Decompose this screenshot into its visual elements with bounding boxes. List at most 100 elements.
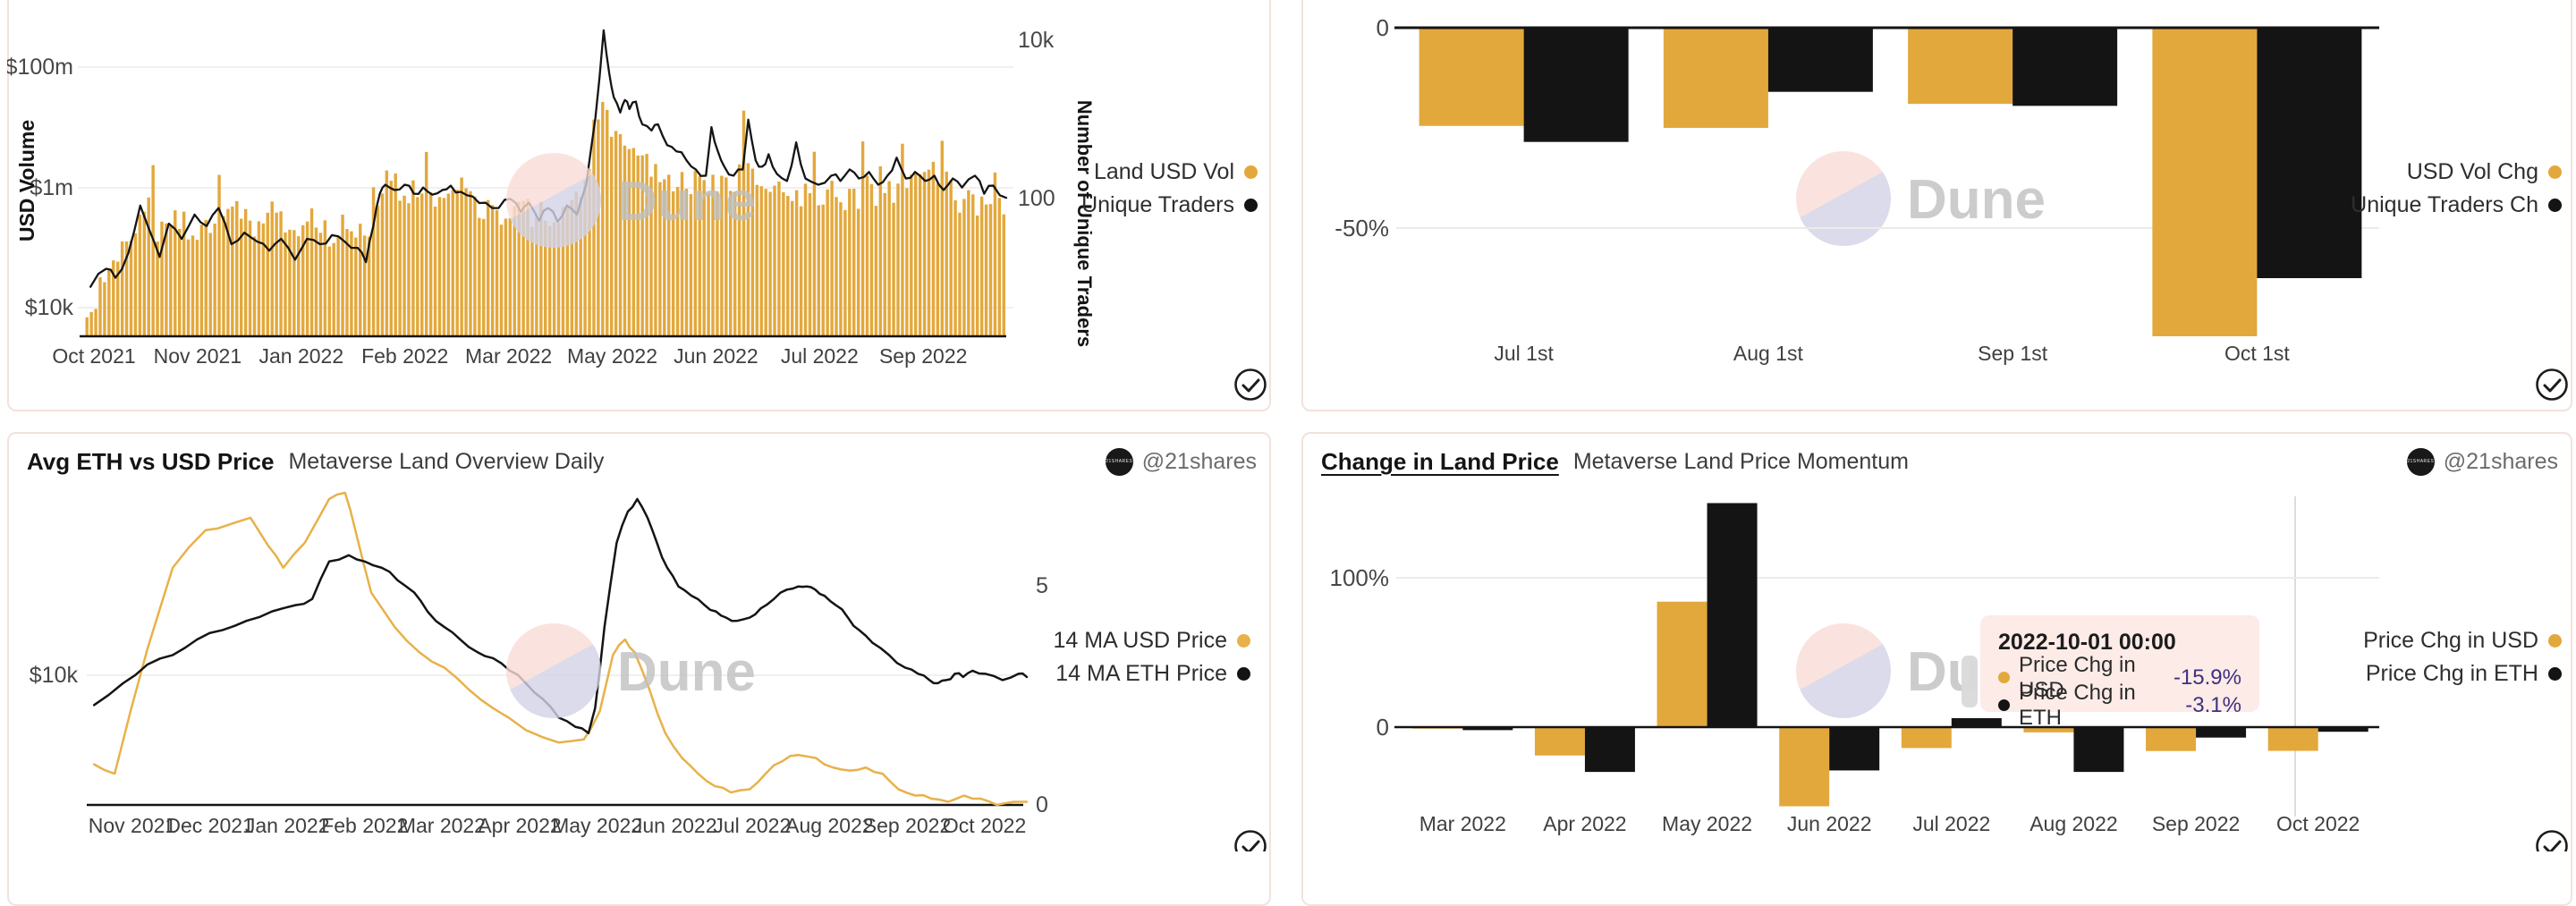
- verified-check-icon[interactable]: [2536, 368, 2568, 401]
- verified-check-icon[interactable]: [1234, 830, 1267, 852]
- tooltip-value: -15.9%: [2173, 665, 2241, 690]
- svg-text:May 2022: May 2022: [552, 814, 642, 837]
- dune-watermark-icon: [1796, 623, 1891, 718]
- svg-text:Mar 2022: Mar 2022: [1419, 812, 1506, 835]
- svg-text:May 2022: May 2022: [1662, 812, 1752, 835]
- chart-tooltip: 2022-10-01 00:00 Price Chg in USD -15.9%…: [1980, 615, 2259, 730]
- svg-text:Jul 1st: Jul 1st: [1494, 342, 1554, 365]
- tooltip-row: Price Chg in USD -15.9%: [1998, 653, 2241, 702]
- legend-dot-orange: [1244, 165, 1258, 179]
- avatar-label: 21SHARES: [1106, 459, 1133, 464]
- avatar-label: 21SHARES: [2407, 459, 2435, 464]
- svg-text:100: 100: [1018, 186, 1055, 211]
- svg-text:Apr 2022: Apr 2022: [1543, 812, 1626, 835]
- legend-dot-black: [1244, 199, 1258, 212]
- svg-text:0: 0: [1036, 792, 1048, 817]
- legend-volume-change: USD Vol Chg Unique Traders Ch: [2351, 156, 2562, 222]
- svg-text:$10k: $10k: [25, 295, 74, 320]
- chart-subtitle: Metaverse Land Price Momentum: [1572, 448, 1909, 474]
- legend-land-usd-volume: Land USD Vol Unique Traders: [1081, 156, 1258, 222]
- tooltip-row: Price Chg in ETH -3.1%: [1998, 681, 2241, 730]
- verified-check-icon[interactable]: [1234, 368, 1267, 401]
- svg-text:Sep 2022: Sep 2022: [879, 344, 967, 368]
- svg-text:Dune: Dune: [617, 171, 756, 233]
- svg-text:Dune: Dune: [1907, 169, 2046, 231]
- legend-label: Price Chg in ETH: [2365, 661, 2538, 686]
- svg-text:Dune: Dune: [617, 641, 756, 703]
- svg-text:Nov 2021: Nov 2021: [154, 344, 242, 368]
- svg-text:$100m: $100m: [7, 55, 73, 80]
- svg-text:Aug 2022: Aug 2022: [785, 814, 873, 837]
- tooltip-label: Price Chg in ETH: [2019, 680, 2136, 730]
- chart-title[interactable]: Avg ETH vs USD Price: [27, 447, 275, 475]
- legend-avg-price: 14 MA USD Price 14 MA ETH Price: [1053, 624, 1250, 690]
- svg-text:Nov 2021: Nov 2021: [89, 814, 176, 837]
- legend-label: USD Vol Chg: [2406, 159, 2538, 184]
- chart-header: Change in Land Price Metaverse Land Pric…: [1321, 445, 2558, 478]
- svg-text:Jul 2022: Jul 2022: [1912, 812, 1990, 835]
- tooltip-date: 2022-10-01 00:00: [1998, 630, 2176, 655]
- chart-subtitle: Metaverse Land Overview Daily: [288, 448, 605, 474]
- tooltip-value: -3.1%: [2185, 692, 2241, 717]
- svg-text:Feb 2022: Feb 2022: [361, 344, 448, 368]
- dune-watermark-icon: [506, 153, 601, 248]
- svg-text:Apr 2022: Apr 2022: [478, 814, 561, 837]
- legend-item[interactable]: Land USD Vol: [1081, 156, 1258, 189]
- legend-item[interactable]: 14 MA USD Price: [1053, 624, 1250, 657]
- legend-item[interactable]: Unique Traders Ch: [2351, 189, 2562, 222]
- legend-label: Unique Traders: [1081, 192, 1234, 217]
- dune-watermark-icon: [506, 623, 601, 718]
- legend-item[interactable]: 14 MA ETH Price: [1053, 657, 1250, 690]
- chart-volume-change[interactable]: Dune 0 -50% Jul 1st Aug 1st Sep 1st Oct 1st: [1303, 0, 2572, 411]
- svg-text:Jan 2022: Jan 2022: [258, 344, 343, 368]
- legend-item[interactable]: USD Vol Chg: [2351, 156, 2562, 189]
- svg-text:Jun 2022: Jun 2022: [674, 344, 758, 368]
- author-handle[interactable]: @21shares: [2443, 448, 2558, 474]
- svg-text:Jun 2022: Jun 2022: [632, 814, 717, 837]
- svg-text:Sep 2022: Sep 2022: [863, 814, 951, 837]
- legend-dot-orange: [2548, 634, 2562, 648]
- svg-text:Oct 2022: Oct 2022: [2276, 812, 2360, 835]
- legend-label: Land USD Vol: [1093, 159, 1234, 184]
- legend-dot-orange: [1237, 634, 1250, 648]
- series-dot-orange: [1998, 672, 2010, 683]
- legend-label: Price Chg in USD: [2363, 628, 2538, 653]
- svg-text:Aug 2022: Aug 2022: [2029, 812, 2117, 835]
- svg-text:Mar 2022: Mar 2022: [465, 344, 552, 368]
- svg-text:Sep 2022: Sep 2022: [2152, 812, 2240, 835]
- author-avatar[interactable]: 21SHARES: [2406, 447, 2435, 476]
- svg-text:Jan 2022: Jan 2022: [245, 814, 330, 837]
- legend-label: Unique Traders Ch: [2351, 192, 2538, 217]
- svg-text:Oct 1st: Oct 1st: [2224, 342, 2290, 365]
- verified-check-icon[interactable]: [2536, 830, 2568, 852]
- panel-price-momentum: Change in Land Price Metaverse Land Pric…: [1301, 432, 2572, 906]
- svg-text:USD Volume: USD Volume: [15, 120, 38, 241]
- legend-item[interactable]: Price Chg in USD: [2363, 624, 2562, 657]
- chart-title[interactable]: Change in Land Price: [1321, 447, 1559, 475]
- svg-text:Mar 2022: Mar 2022: [399, 814, 486, 837]
- svg-text:0: 0: [1377, 714, 1389, 741]
- svg-text:5: 5: [1036, 573, 1048, 598]
- svg-text:Number of Unique Traders: Number of Unique Traders: [1073, 100, 1096, 347]
- legend-label: 14 MA ETH Price: [1055, 661, 1227, 686]
- hover-handle[interactable]: [1962, 656, 1978, 707]
- tooltip-label: Price Chg in USD: [2019, 652, 2136, 702]
- svg-text:Jun 2022: Jun 2022: [1787, 812, 1872, 835]
- svg-text:Aug 1st: Aug 1st: [1733, 342, 1804, 365]
- chart-header: Avg ETH vs USD Price Metaverse Land Over…: [27, 445, 1257, 478]
- legend-price-momentum: Price Chg in USD Price Chg in ETH: [2363, 624, 2562, 690]
- series-dot-black: [1998, 699, 2010, 711]
- legend-item[interactable]: Unique Traders: [1081, 189, 1258, 222]
- legend-item[interactable]: Price Chg in ETH: [2363, 657, 2562, 690]
- author-handle[interactable]: @21shares: [1141, 448, 1257, 474]
- legend-dot-black: [1237, 667, 1250, 681]
- svg-text:Oct 2022: Oct 2022: [943, 814, 1026, 837]
- svg-text:Sep 1st: Sep 1st: [1978, 342, 2048, 365]
- dune-watermark-icon: [1796, 151, 1891, 246]
- svg-text:Oct 2021: Oct 2021: [52, 344, 135, 368]
- chart-land-usd-volume[interactable]: $100m $1m $10k 10k 100 USD Volume Number of Un…: [7, 0, 1271, 411]
- author-avatar[interactable]: 21SHARES: [1105, 447, 1133, 476]
- svg-text:Jul 2022: Jul 2022: [713, 814, 791, 837]
